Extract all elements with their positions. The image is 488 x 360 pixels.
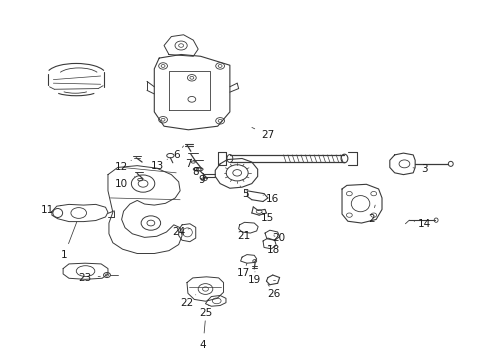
Text: 22: 22 bbox=[180, 295, 195, 308]
Text: 14: 14 bbox=[413, 219, 430, 229]
Text: 9: 9 bbox=[198, 175, 204, 185]
Text: 24: 24 bbox=[172, 227, 189, 237]
Text: 27: 27 bbox=[251, 127, 274, 140]
Text: 13: 13 bbox=[151, 159, 167, 171]
Text: 25: 25 bbox=[199, 305, 212, 318]
Text: 20: 20 bbox=[271, 233, 285, 243]
Text: 1: 1 bbox=[61, 222, 77, 260]
Text: 23: 23 bbox=[78, 273, 100, 283]
Text: 15: 15 bbox=[261, 212, 274, 222]
Text: 16: 16 bbox=[263, 194, 279, 204]
Text: 17: 17 bbox=[236, 263, 250, 278]
Text: 6: 6 bbox=[173, 146, 183, 160]
Text: 3: 3 bbox=[412, 164, 427, 174]
Text: 26: 26 bbox=[266, 284, 280, 299]
Text: 11: 11 bbox=[41, 205, 61, 216]
Text: 2: 2 bbox=[367, 205, 374, 224]
Text: 4: 4 bbox=[199, 321, 206, 350]
Text: 10: 10 bbox=[115, 176, 135, 189]
Text: 21: 21 bbox=[236, 231, 250, 240]
Text: 5: 5 bbox=[240, 186, 248, 199]
Text: 18: 18 bbox=[266, 245, 280, 255]
Text: 7: 7 bbox=[185, 159, 191, 169]
Text: 12: 12 bbox=[115, 160, 131, 172]
Text: 8: 8 bbox=[192, 167, 199, 177]
Text: 19: 19 bbox=[247, 272, 260, 285]
